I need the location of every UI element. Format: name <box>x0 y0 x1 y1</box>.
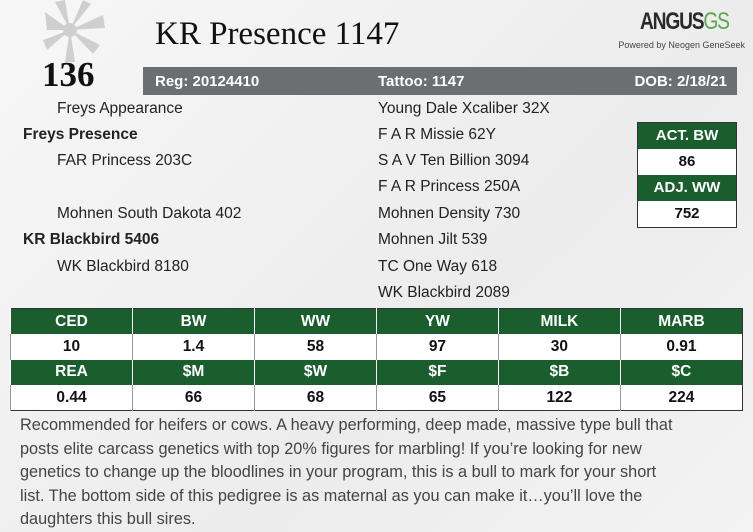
epd-value: 97 <box>375 334 499 360</box>
epd-header: $M <box>131 359 255 385</box>
description-line: daughters this bull sires. <box>20 510 196 528</box>
epd-header: $W <box>253 359 377 385</box>
epd-value: 68 <box>253 385 377 411</box>
epd-value: 10 <box>10 334 133 360</box>
epd-value: 0.91 <box>619 334 743 360</box>
epd-table: CED BW WW YW MILK MARB 10 1.4 58 97 30 0.91 REA $M $… <box>10 308 743 411</box>
logo-brand: ANGUSGS <box>640 8 730 35</box>
dob: DOB: 2/18/21 <box>634 73 727 90</box>
epd-value: 65 <box>375 385 499 411</box>
angus-gs-logo: ANGUSGS <box>640 8 740 38</box>
epd-header: YW <box>375 308 499 334</box>
act-bw-value: 86 <box>638 149 736 175</box>
windmill-logo-icon <box>43 0 105 62</box>
tattoo: Tattoo: 1147 <box>378 73 465 90</box>
pedigree-sire: Freys Presence <box>23 126 138 143</box>
pedigree-ancestor: Young Dale Xcaliber 32X <box>378 100 550 117</box>
epd-header: BW <box>131 308 255 334</box>
epd-header: REA <box>10 359 133 385</box>
epd-value-row: 10 1.4 58 97 30 0.91 <box>10 334 743 360</box>
pedigree-ancestor: F A R Missie 62Y <box>378 126 497 143</box>
logo-tagline: Powered by Neogen GeneSeek <box>618 40 745 50</box>
epd-header: $F <box>375 359 499 385</box>
epd-value: 0.44 <box>10 385 133 411</box>
description-line: genetics to change up the bloodlines in … <box>20 463 657 481</box>
pedigree-dam-sire: Mohnen South Dakota 402 <box>57 205 242 222</box>
epd-value: 1.4 <box>131 334 255 360</box>
animal-name: KR Presence 1147 <box>155 16 400 52</box>
description-line: list. The bottom side of this pedigree i… <box>20 486 643 505</box>
lot-number: 136 <box>42 55 95 94</box>
epd-header: $B <box>497 359 621 385</box>
epd-value: 66 <box>131 385 255 411</box>
act-bw-label: ACT. BW <box>638 123 736 149</box>
epd-value: 224 <box>619 385 743 411</box>
pedigree-ancestor: S A V Ten Billion 3094 <box>378 152 530 169</box>
adj-ww-value: 752 <box>638 201 736 227</box>
epd-header: $C <box>619 359 743 385</box>
epd-value: 30 <box>497 334 621 360</box>
epd-header: CED <box>10 308 133 334</box>
epd-header: MILK <box>497 308 621 334</box>
description-line: Recommended for heifers or cows. A heavy… <box>20 416 673 434</box>
description: Recommended for heifers or cows. A heavy… <box>20 414 750 532</box>
pedigree-sire-dam: FAR Princess 203C <box>57 152 193 169</box>
epd-value: 122 <box>497 385 621 411</box>
pedigree-ancestor: F A R Princess 250A <box>378 178 521 195</box>
weights-box: ACT. BW 86 ADJ. WW 752 <box>637 122 737 228</box>
pedigree-ancestor: WK Blackbird 2089 <box>378 284 510 301</box>
epd-header: MARB <box>619 308 743 334</box>
pedigree-dam-dam: WK Blackbird 8180 <box>57 258 189 275</box>
epd-header: WW <box>253 308 377 334</box>
info-bar: Reg: 20124410 Tattoo: 1147 DOB: 2/18/21 <box>143 67 737 95</box>
reg-number: Reg: 20124410 <box>155 73 260 90</box>
pedigree-ancestor: Mohnen Density 730 <box>378 205 521 222</box>
pedigree-dam: KR Blackbird 5406 <box>23 231 160 248</box>
epd-header-row: REA $M $W $F $B $C <box>10 359 743 385</box>
epd-value-row: 0.44 66 68 65 122 224 <box>10 385 743 411</box>
epd-header-row: CED BW WW YW MILK MARB <box>10 308 743 334</box>
pedigree-sire-sire: Freys Appearance <box>57 100 183 117</box>
pedigree-ancestor: Mohnen Jilt 539 <box>378 231 488 248</box>
pedigree-ancestor: TC One Way 618 <box>378 258 498 275</box>
description-line: posts elite carcass genetics with top 20… <box>20 439 642 458</box>
epd-value: 58 <box>253 334 377 360</box>
adj-ww-label: ADJ. WW <box>638 175 736 201</box>
